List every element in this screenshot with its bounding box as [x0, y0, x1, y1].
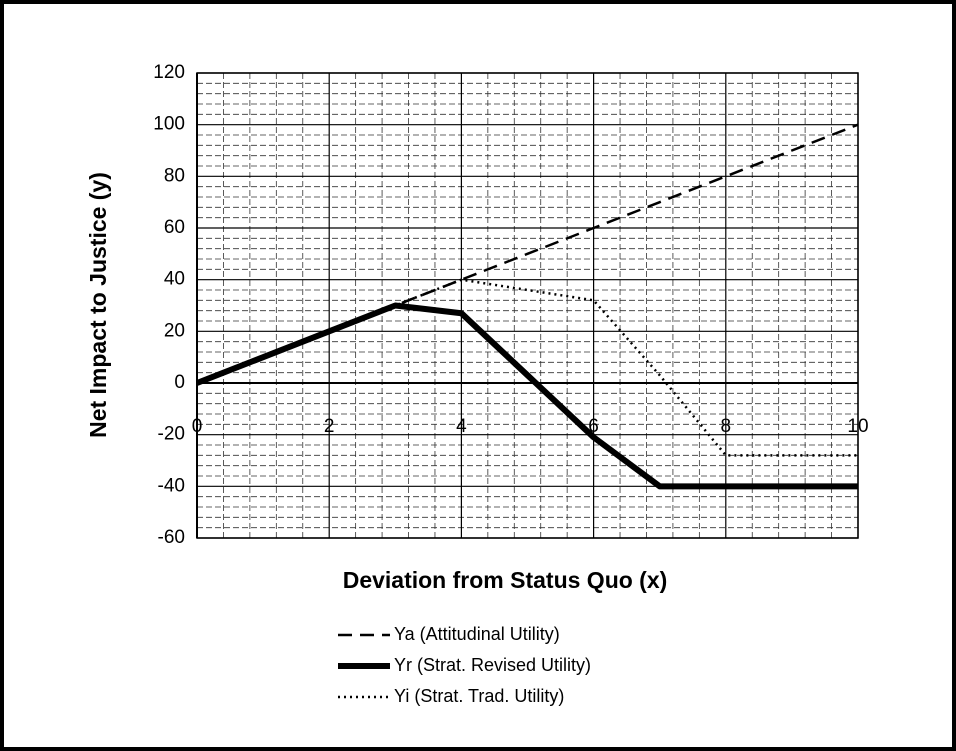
y-tick-label: -40: [158, 475, 185, 496]
x-axis-title: Deviation from Status Quo (x): [343, 567, 668, 593]
x-tick-label: 8: [721, 416, 732, 437]
y-tick-label: -20: [158, 424, 185, 445]
x-tick-label: 6: [588, 416, 599, 437]
x-tick-label: 4: [456, 416, 467, 437]
y-tick-label: 80: [164, 165, 185, 186]
y-tick-label: -60: [158, 527, 185, 548]
y-tick-label: 20: [164, 320, 185, 341]
series-line: [195, 302, 858, 490]
y-tick-label: 60: [164, 217, 185, 238]
y-axis-title: Net Impact to Justice (y): [85, 172, 111, 438]
y-tick-label: 0: [174, 372, 185, 393]
legend-label: Yi (Strat. Trad. Utility): [394, 686, 564, 706]
y-tick-label: 120: [153, 62, 185, 83]
y-tick-label: 40: [164, 269, 185, 290]
legend-label: Ya (Attitudinal Utility): [394, 624, 560, 644]
y-tick-label: 100: [153, 114, 185, 135]
x-tick-label: 2: [324, 416, 335, 437]
legend-label: Yr (Strat. Revised Utility): [394, 655, 591, 675]
series-line: [196, 278, 858, 457]
